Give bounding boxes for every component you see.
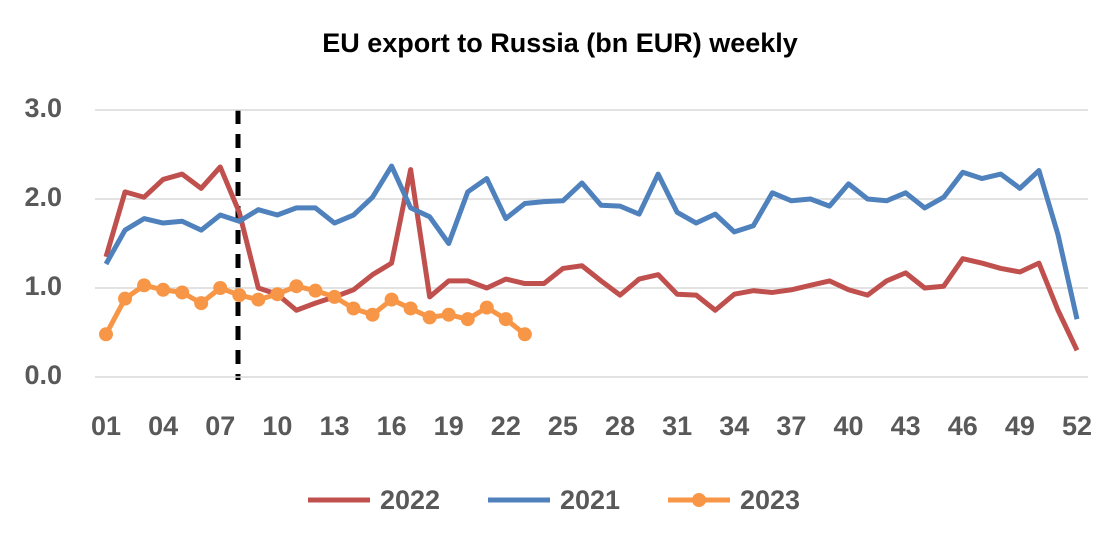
x-tick-label: 49	[1005, 411, 1035, 441]
series-marker	[251, 292, 266, 307]
legend-marker	[692, 493, 706, 507]
series-marker	[194, 296, 209, 311]
series-marker	[346, 301, 361, 316]
chart-title: EU export to Russia (bn EUR) weekly	[322, 28, 798, 58]
series-marker	[441, 307, 456, 322]
legend-label: 2021	[560, 485, 620, 515]
series-marker	[118, 291, 133, 306]
series-marker	[327, 289, 342, 304]
x-tick-label: 13	[319, 411, 349, 441]
series-marker	[403, 301, 418, 316]
y-tick-label: 0.0	[24, 360, 62, 390]
series-marker	[498, 312, 513, 327]
y-tick-label: 3.0	[24, 93, 62, 123]
x-tick-label: 19	[434, 411, 464, 441]
y-tick-label: 2.0	[24, 182, 62, 212]
x-tick-label: 52	[1062, 411, 1092, 441]
x-tick-label: 46	[948, 411, 978, 441]
series-marker	[479, 300, 494, 315]
series-marker	[232, 288, 247, 303]
series-line	[103, 163, 1080, 320]
series-marker	[517, 327, 532, 342]
x-tick-label: 04	[148, 411, 178, 441]
x-tick-label: 31	[662, 411, 692, 441]
series-marker	[270, 287, 285, 302]
series-marker	[422, 310, 437, 325]
series-marker	[137, 278, 152, 293]
x-tick-label: 25	[548, 411, 578, 441]
x-tick-label: 37	[776, 411, 806, 441]
x-tick-label: 10	[262, 411, 292, 441]
series-marker	[156, 282, 171, 297]
series-marker	[213, 281, 228, 295]
legend-label: 2022	[380, 485, 440, 515]
x-tick-label: 22	[491, 411, 521, 441]
legend-label: 2023	[740, 485, 800, 515]
series-marker	[365, 307, 380, 322]
series-marker	[308, 283, 323, 298]
x-tick-label: 16	[377, 411, 407, 441]
series-marker	[289, 279, 304, 294]
x-tick-label: 28	[605, 411, 635, 441]
series-line	[103, 164, 1080, 352]
series-marker	[99, 327, 113, 342]
series-marker	[175, 285, 190, 300]
x-tick-label: 07	[205, 411, 235, 441]
series-marker	[460, 312, 475, 327]
x-tick-label: 01	[91, 411, 121, 441]
series-marker	[384, 292, 399, 307]
y-tick-label: 1.0	[24, 271, 62, 301]
x-tick-label: 40	[834, 411, 864, 441]
x-tick-label: 34	[719, 411, 749, 441]
x-tick-label: 43	[891, 411, 921, 441]
